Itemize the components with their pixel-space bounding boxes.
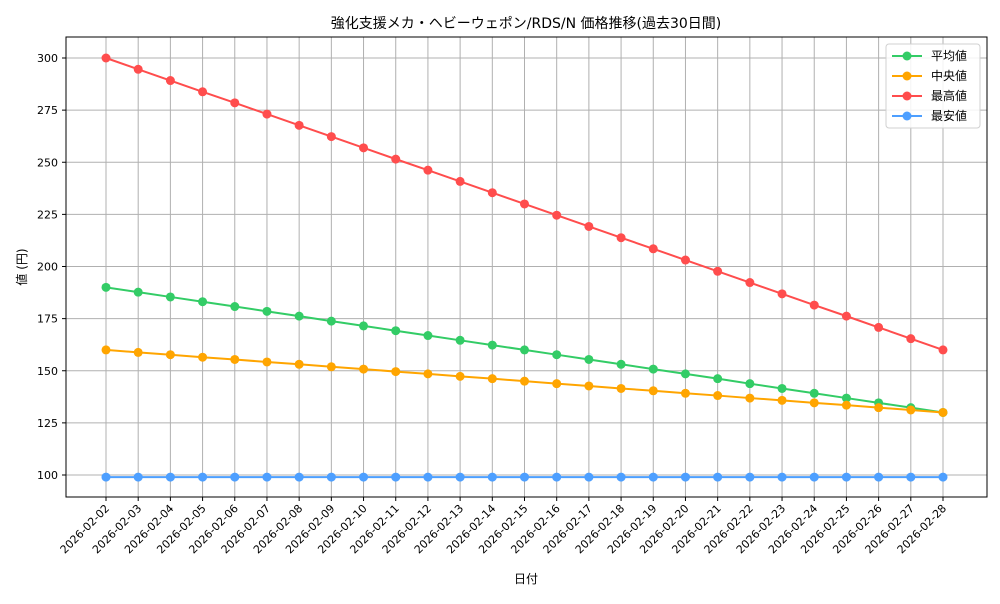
legend-label: 最高値: [931, 88, 967, 103]
y-tick-label: 100: [37, 469, 58, 482]
legend-label: 最安値: [931, 108, 967, 123]
y-tick-label: 300: [37, 52, 58, 65]
legend-label: 平均値: [931, 48, 967, 63]
y-axis-ticks: 100 125 150 175 200 225 250 275 300: [37, 52, 66, 482]
series-最安値: [101, 472, 948, 482]
series-平均値: [101, 282, 948, 417]
series-最高値: [101, 53, 948, 355]
x-axis-ticks: 2026-02-022026-02-032026-02-042026-02-05…: [58, 497, 949, 556]
chart-title: 強化支援メカ・ヘビーウェポン/RDS/N 価格推移(過去30日間): [331, 16, 722, 32]
y-tick-label: 275: [37, 104, 58, 117]
series-lines: [101, 53, 948, 482]
grid-lines: [66, 37, 987, 497]
y-tick-label: 225: [37, 208, 58, 221]
legend-label: 中央値: [931, 68, 967, 83]
y-tick-label: 200: [37, 261, 58, 274]
y-tick-label: 250: [37, 156, 58, 169]
y-tick-label: 175: [37, 313, 58, 326]
y-tick-label: 150: [37, 365, 58, 378]
x-axis-label: 日付: [514, 572, 538, 586]
series-中央値: [101, 345, 948, 417]
y-axis-label: 値 (円): [14, 248, 29, 285]
y-tick-label: 125: [37, 417, 58, 430]
